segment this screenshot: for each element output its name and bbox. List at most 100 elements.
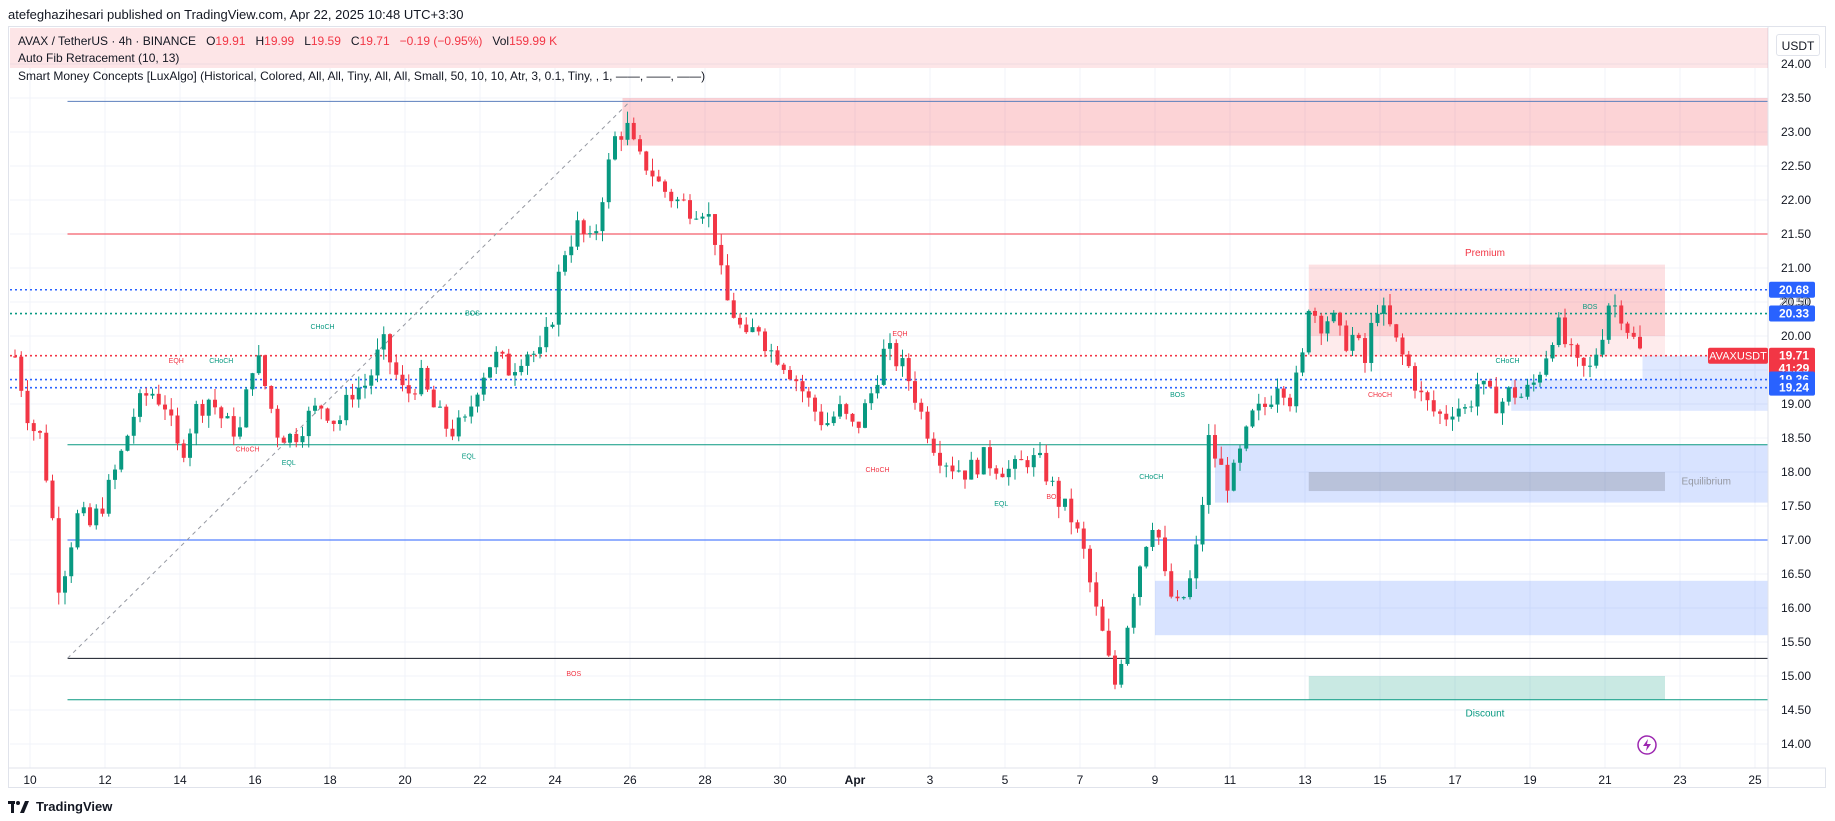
candle-body bbox=[969, 459, 974, 480]
candle-body bbox=[31, 423, 36, 432]
candle-body bbox=[769, 350, 774, 352]
candle-body bbox=[1150, 530, 1155, 547]
candle-body bbox=[513, 372, 517, 376]
candle-body bbox=[1431, 400, 1436, 412]
candle-body bbox=[100, 508, 105, 514]
candle-body bbox=[594, 231, 599, 234]
candle-body bbox=[713, 214, 717, 245]
candle-body bbox=[1025, 460, 1030, 468]
candle-body bbox=[531, 353, 536, 355]
candle-body bbox=[1581, 357, 1586, 366]
zone-box bbox=[622, 98, 1768, 146]
candle-body bbox=[269, 386, 274, 409]
price-axis-badge[interactable] bbox=[1769, 281, 1815, 298]
candle-body bbox=[763, 331, 767, 352]
candle-body bbox=[1281, 388, 1286, 398]
price-axis-badge[interactable] bbox=[1769, 379, 1815, 396]
candle-body bbox=[606, 159, 611, 203]
candle-body bbox=[231, 416, 236, 437]
candle-body bbox=[1413, 366, 1417, 391]
candle-body bbox=[1544, 358, 1549, 375]
candle-body bbox=[344, 394, 349, 421]
candle-body bbox=[1419, 390, 1424, 393]
candles-group bbox=[13, 111, 1642, 690]
candle-body bbox=[1000, 473, 1005, 478]
candle-body bbox=[1375, 313, 1380, 323]
structure-label: BOS bbox=[1170, 392, 1185, 399]
price-axis-badge[interactable] bbox=[1769, 347, 1815, 364]
candle-body bbox=[1481, 380, 1486, 385]
candle-body bbox=[1019, 459, 1024, 461]
candle-body bbox=[19, 356, 24, 391]
candle-body bbox=[819, 411, 824, 426]
indicator-fib-legend[interactable]: Auto Fib Retracement (10, 13) bbox=[18, 51, 180, 65]
symbol-legend[interactable]: AVAX / TetherUS · 4h · BINANCE O19.91 H1… bbox=[18, 34, 557, 48]
candle-body bbox=[1244, 426, 1249, 449]
ticker-badge[interactable] bbox=[1708, 347, 1768, 364]
candle-body bbox=[1363, 338, 1367, 363]
candle-body bbox=[1525, 384, 1530, 397]
open-label: O bbox=[206, 34, 216, 48]
candle-body bbox=[1575, 344, 1580, 358]
candle-body bbox=[275, 408, 280, 438]
fib-trend-line bbox=[67, 101, 631, 659]
candle-body bbox=[1081, 528, 1086, 549]
candle-body bbox=[581, 220, 586, 234]
candle-body bbox=[1113, 655, 1117, 685]
candle-body bbox=[844, 404, 849, 414]
candle-body bbox=[694, 218, 699, 220]
structure-label: BOS bbox=[1583, 304, 1598, 311]
candle-body bbox=[731, 300, 736, 318]
candle-body bbox=[1613, 305, 1617, 307]
candle-body bbox=[294, 433, 299, 443]
candle-body bbox=[1200, 504, 1205, 545]
candle-body bbox=[1606, 305, 1611, 340]
candle-body bbox=[313, 405, 317, 411]
candle-body bbox=[1531, 382, 1536, 385]
candle-body bbox=[1538, 374, 1542, 383]
price-tick-label: 20.00 bbox=[1781, 329, 1811, 343]
candle-body bbox=[544, 326, 549, 348]
candle-body bbox=[113, 469, 117, 480]
candle-body bbox=[400, 374, 405, 386]
candle-body bbox=[1319, 315, 1324, 334]
candle-body bbox=[538, 347, 542, 354]
candle-body bbox=[1213, 435, 1217, 459]
candle-body bbox=[194, 404, 199, 434]
currency-button[interactable]: USDT bbox=[1776, 34, 1820, 56]
price-axis-badge[interactable] bbox=[1769, 305, 1815, 322]
candle-body bbox=[1063, 498, 1067, 507]
candle-body bbox=[1425, 392, 1430, 401]
price-tick-label: 16.00 bbox=[1781, 601, 1811, 615]
zone-box bbox=[1155, 580, 1768, 636]
price-tick-label: 15.00 bbox=[1781, 669, 1811, 683]
structure-label: CHoCH bbox=[209, 358, 233, 365]
candle-body bbox=[1050, 480, 1055, 482]
candle-body bbox=[644, 151, 649, 171]
candle-body bbox=[1219, 458, 1224, 465]
time-tick-label: 18 bbox=[323, 773, 337, 787]
candle-body bbox=[106, 479, 111, 514]
candle-body bbox=[1469, 406, 1474, 408]
candle-body bbox=[363, 385, 367, 388]
candle-body bbox=[806, 391, 811, 398]
candle-body bbox=[963, 470, 967, 480]
indicator-smc-legend[interactable]: Smart Money Concepts [LuxAlgo] (Historic… bbox=[18, 69, 706, 83]
price-axis-background bbox=[1768, 68, 1826, 768]
candle-body bbox=[956, 470, 961, 472]
candle-body bbox=[425, 367, 430, 390]
zone-box bbox=[1215, 444, 1768, 503]
time-tick-label: 7 bbox=[1077, 773, 1084, 787]
time-tick-label: 11 bbox=[1224, 773, 1237, 787]
candle-body bbox=[1256, 403, 1261, 411]
candle-body bbox=[1169, 571, 1174, 597]
candle-body bbox=[1313, 310, 1317, 316]
candle-body bbox=[1188, 578, 1192, 598]
candle-body bbox=[288, 433, 292, 443]
legend-background bbox=[10, 28, 1768, 68]
candle-body bbox=[38, 431, 42, 433]
symbol-name[interactable]: AVAX / TetherUS · 4h · BINANCE bbox=[18, 34, 197, 48]
candle-body bbox=[219, 407, 224, 419]
candle-body bbox=[438, 406, 442, 408]
